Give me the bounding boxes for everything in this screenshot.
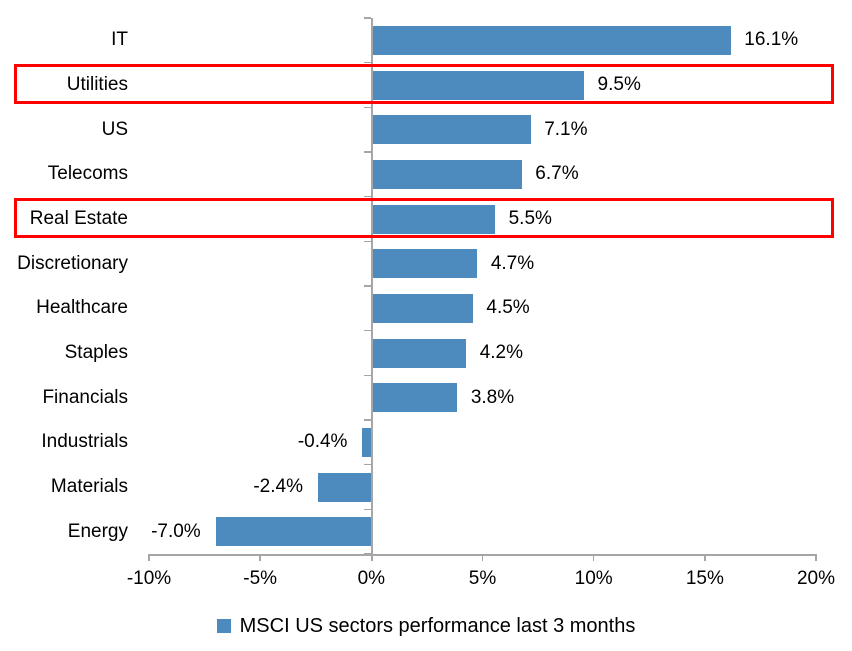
- y-axis-tick: [364, 151, 372, 153]
- x-axis-tick: [704, 554, 706, 561]
- x-axis-tick: [592, 554, 595, 561]
- y-axis-tick: [364, 553, 372, 555]
- bar: [372, 383, 458, 413]
- bar-value-label: 9.5%: [597, 74, 641, 95]
- bar: [317, 472, 372, 502]
- category-label: Industrials: [41, 431, 128, 453]
- y-axis-line: [371, 18, 373, 561]
- x-axis-tick-label: 15%: [685, 568, 724, 589]
- y-axis-tick: [364, 17, 372, 19]
- bar: [215, 517, 372, 547]
- bar: [372, 70, 585, 100]
- legend-marker-icon: [216, 619, 231, 633]
- bar-value-label: -2.4%: [253, 476, 303, 497]
- bar: [362, 427, 372, 457]
- y-axis-tick: [364, 61, 372, 64]
- category-label: Real Estate: [29, 207, 128, 229]
- y-axis-tick: [364, 419, 372, 421]
- x-axis-tick-label: 20%: [796, 568, 836, 589]
- category-label: Materials: [50, 475, 128, 497]
- x-axis-tick-label: -10%: [126, 568, 172, 589]
- x-axis-tick-label: 5%: [468, 568, 497, 589]
- bar: [372, 115, 531, 145]
- x-axis-tick: [259, 554, 261, 561]
- bar-value-label: 4.7%: [490, 252, 535, 274]
- legend-label: MSCI US sectors performance last 3 month…: [239, 614, 636, 637]
- bar-value-label: 4.2%: [479, 342, 524, 363]
- bar-value-label: 3.8%: [470, 386, 515, 408]
- x-axis-tick: [370, 554, 373, 561]
- bar: [372, 293, 473, 323]
- y-axis-tick: [364, 195, 372, 198]
- plot-area: 16.1% 9.5% 7.1% 6.7% 5.5% 4.7% 4.5% 4.2% 3.8% -0.…: [148, 17, 817, 561]
- bar: [372, 204, 496, 234]
- y-axis-tick: [364, 329, 372, 332]
- bar: [372, 159, 522, 189]
- y-axis-tick: [364, 374, 372, 377]
- category-label: Healthcare: [36, 297, 128, 319]
- bar-value-label: -0.4%: [297, 431, 348, 453]
- y-axis-tick: [364, 240, 372, 243]
- x-axis-tick-label: 0%: [357, 568, 386, 589]
- bar-value-label: 16.1%: [744, 29, 799, 51]
- y-axis-tick: [364, 285, 372, 287]
- highlight-box: [14, 63, 834, 105]
- category-label: Telecoms: [47, 163, 128, 185]
- bar-value-label: 6.7%: [535, 163, 579, 185]
- y-axis-tick: [364, 508, 372, 511]
- category-label: Staples: [64, 341, 128, 363]
- bar-value-label: 4.5%: [486, 297, 530, 319]
- x-axis-tick: [148, 554, 150, 561]
- x-axis-tick-label: -5%: [243, 568, 278, 589]
- category-label: Financials: [42, 386, 128, 408]
- x-axis-tick: [481, 554, 484, 561]
- highlight-box: [14, 197, 834, 239]
- x-axis-tick: [815, 554, 817, 561]
- category-label: Discretionary: [17, 252, 128, 274]
- bar: [372, 249, 478, 279]
- category-axis: IT Utilities US Telecoms Real Estate Discreti…: [0, 18, 128, 554]
- bar: [372, 25, 731, 55]
- category-label: Energy: [67, 520, 128, 542]
- bar: [372, 338, 467, 368]
- category-label: Utilities: [66, 73, 128, 95]
- category-label: US: [101, 118, 128, 140]
- y-axis-tick: [364, 106, 372, 109]
- bar-value-label: 5.5%: [508, 208, 552, 229]
- bar-value-label: -7.0%: [151, 520, 201, 542]
- bar-value-label: 7.1%: [544, 118, 588, 140]
- y-axis-tick: [364, 463, 372, 466]
- legend: MSCI US sectors performance last 3 month…: [0, 610, 852, 642]
- x-axis-tick-label: 10%: [574, 568, 613, 589]
- x-axis-tick-labels: -10% -5% 0% 5% 10% 15% 20%: [127, 568, 835, 594]
- category-label: IT: [111, 29, 128, 51]
